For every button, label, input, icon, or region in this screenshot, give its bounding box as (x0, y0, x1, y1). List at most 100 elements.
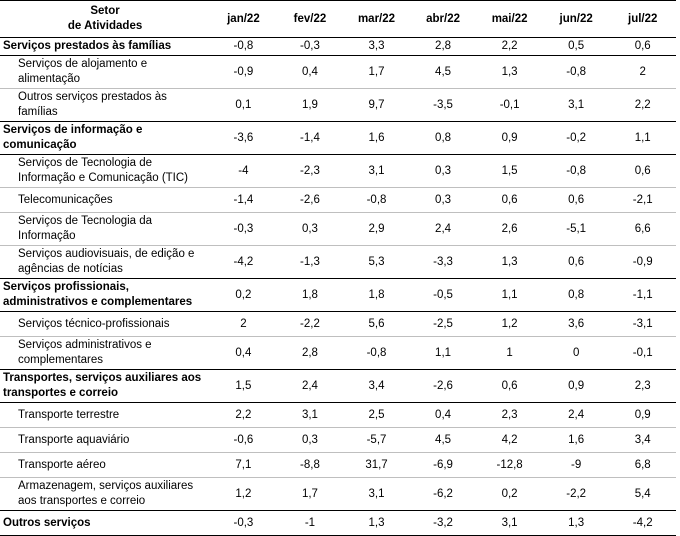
cell-value: 0,6 (501, 193, 518, 206)
cell-value: 0,2 (501, 487, 518, 500)
cell-value: 1,9 (301, 98, 318, 111)
cell-value: -0,8 (366, 346, 387, 359)
cell-value: 9,7 (368, 98, 385, 111)
table-row: Serviços audiovisuais, de edição e agênc… (0, 245, 676, 279)
cell-value: -1,4 (233, 193, 254, 206)
cell-value: 1,5 (235, 379, 252, 392)
cell-value: 6,8 (634, 458, 651, 471)
cell-value: 1,3 (501, 65, 518, 78)
cell-value: 3,4 (368, 379, 385, 392)
table-row: Armazenagem, serviços auxiliares aos tra… (0, 477, 676, 511)
sector-header-line2: de Atividades (67, 20, 143, 32)
cell-value: 0,1 (235, 98, 252, 111)
table-row: Transportes, serviços auxiliares aos tra… (0, 369, 676, 403)
cell-value: 3,1 (368, 487, 385, 500)
cell-value: 4,5 (435, 65, 452, 78)
cell-value: -0,3 (233, 222, 254, 235)
cell-value: -2,2 (566, 487, 587, 500)
cell-value: -0,3 (233, 516, 254, 529)
row-label: Transporte terrestre (18, 408, 120, 421)
table-row: Transporte aéreo 7,1 -8,8 31,7 -6,9 -12,… (0, 452, 676, 478)
table-row: Serviços de informação e comunicação -3,… (0, 121, 676, 155)
row-label: Serviços de informação e comunicação (3, 124, 143, 151)
cell-value: 3,6 (568, 317, 585, 330)
row-label: Serviços de Tecnologia da Informação (18, 215, 153, 242)
row-label: Telecomunicações (18, 193, 113, 206)
row-label: Serviços técnico-profissionais (18, 317, 170, 330)
cell-value: 0,6 (634, 164, 651, 177)
cell-value: 2,6 (501, 222, 518, 235)
cell-value: -3,6 (233, 131, 254, 144)
cell-value: -2,6 (433, 379, 453, 392)
cell-value: 2 (639, 65, 646, 78)
cell-value: 0,3 (435, 164, 452, 177)
cell-value: -2,1 (632, 193, 653, 206)
table-row: Serviços administrativos e complementare… (0, 336, 676, 370)
cell-value: -3,1 (632, 317, 653, 330)
cell-value: -5,7 (366, 433, 387, 446)
cell-value: -2,3 (300, 164, 320, 177)
cell-value: -0,8 (233, 40, 254, 52)
cell-value: 0,3 (301, 433, 318, 446)
cell-value: 2 (240, 317, 247, 330)
cell-value: 0,8 (435, 131, 452, 144)
cell-value: -0,8 (566, 65, 587, 78)
cell-value: 0,4 (235, 346, 252, 359)
cell-value: -3,3 (433, 255, 453, 268)
cell-value: 0,3 (301, 222, 318, 235)
row-label: Serviços administrativos e complementare… (18, 339, 152, 366)
cell-value: 3,1 (568, 98, 585, 111)
cell-value: 1,8 (368, 288, 385, 301)
cell-value: 1,2 (501, 317, 518, 330)
row-label: Serviços profissionais, administrativos … (3, 281, 193, 308)
cell-value: -8,8 (300, 458, 320, 471)
month-header: mar/22 (343, 0, 410, 38)
header-row: Setor de Atividades jan/22 fev/22 mar/22… (0, 0, 676, 38)
cell-value: 7,1 (235, 458, 252, 471)
cell-value: 0,8 (568, 288, 585, 301)
table-row: Outros serviços -0,3 -1 1,3 -3,2 3,1 1,3… (0, 510, 676, 536)
cell-value: 1,6 (568, 433, 585, 446)
cell-value: 0,6 (634, 40, 651, 52)
cell-value: 0,9 (634, 408, 651, 421)
cell-value: -0,8 (366, 193, 387, 206)
cell-value: 0,9 (501, 131, 518, 144)
cell-value: 3,1 (301, 408, 318, 421)
cell-value: 1,3 (501, 255, 518, 268)
table-row: Outros serviços prestados às famílias 0,… (0, 88, 676, 122)
table-row: Serviços prestados às famílias -0,8 -0,3… (0, 37, 676, 56)
row-label: Transporte aquaviário (18, 433, 130, 446)
table-row: Transporte aquaviário -0,6 0,3 -5,7 4,5 … (0, 427, 676, 453)
cell-value: 2,4 (568, 408, 585, 421)
cell-value: -0,5 (433, 288, 453, 301)
row-label: Transportes, serviços auxiliares aos tra… (3, 372, 202, 399)
cell-value: -0,8 (566, 164, 587, 177)
row-label: Armazenagem, serviços auxiliares aos tra… (18, 480, 194, 507)
cell-value: 31,7 (365, 458, 388, 471)
cell-value: 1,7 (301, 487, 318, 500)
table-row: Serviços profissionais, administrativos … (0, 278, 676, 312)
table-row: Serviços de alojamento e alimentação -0,… (0, 55, 676, 89)
cell-value: 1,8 (301, 288, 318, 301)
cell-value: -1 (304, 516, 316, 529)
cell-value: 2,8 (435, 40, 452, 52)
cell-value: -4 (238, 164, 249, 177)
cell-value: 2,2 (501, 40, 518, 52)
cell-value: 0,4 (301, 65, 318, 78)
cell-value: -3,2 (433, 516, 453, 529)
cell-value: -0,6 (233, 433, 254, 446)
cell-value: -12,8 (496, 458, 523, 471)
cell-value: -6,9 (433, 458, 453, 471)
cell-value: -6,2 (433, 487, 453, 500)
cell-value: -0,1 (632, 346, 653, 359)
cell-value: -2,5 (433, 317, 453, 330)
cell-value: 3,4 (634, 433, 651, 446)
cell-value: 4,5 (435, 433, 452, 446)
cell-value: -5,1 (566, 222, 587, 235)
row-label: Outros serviços prestados às famílias (18, 91, 167, 118)
cell-value: 1,5 (501, 164, 518, 177)
cell-value: 2,8 (301, 346, 318, 359)
cell-value: -2,2 (300, 317, 320, 330)
